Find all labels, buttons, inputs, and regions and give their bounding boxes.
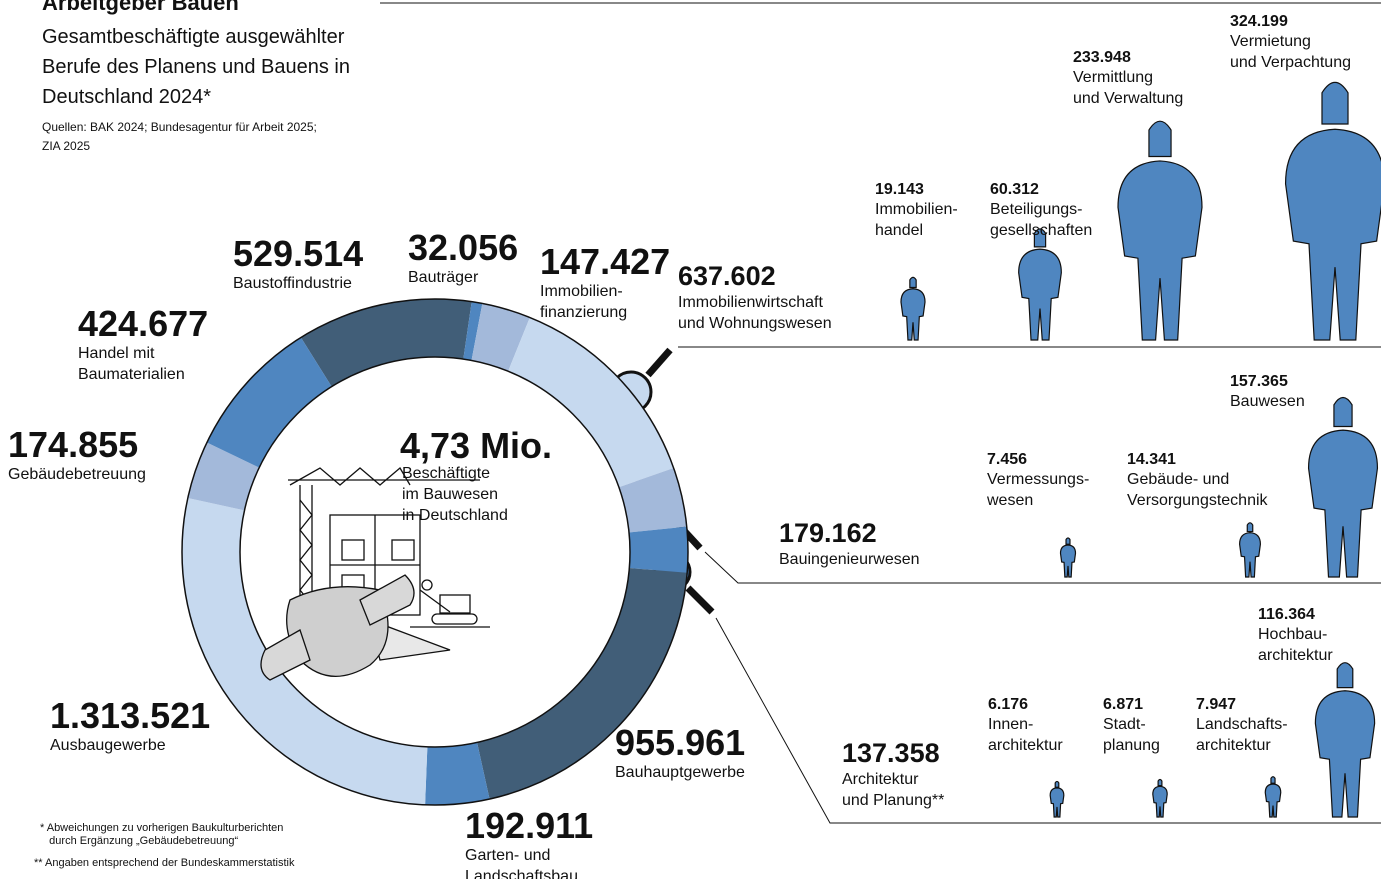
person-figure	[1307, 396, 1379, 578]
member-value: 6.176	[988, 696, 1029, 713]
person-figure	[1314, 662, 1376, 818]
person-figure	[1018, 228, 1062, 341]
member-name: Beteiligungs- gesellschaften	[990, 201, 1093, 239]
segment-name: Bauingenieurwesen	[779, 551, 920, 568]
donut-segment	[425, 742, 490, 805]
total: 4,73 Mio.	[400, 425, 553, 466]
ring-outline	[181, 298, 689, 806]
member-name: Gebäude- und Versorgungstechnik	[1127, 471, 1268, 509]
segment-name: Immobilienwirtschaft und Wohnungswesen	[678, 294, 832, 332]
member-value: 116.364	[1258, 606, 1315, 623]
member-value: 6.871	[1103, 696, 1144, 713]
donut-segment	[471, 303, 530, 372]
member-value: 157.365	[1230, 373, 1288, 390]
person-figure	[1284, 81, 1381, 341]
segment-value: 192.911	[465, 805, 594, 846]
member-value: 14.341	[1127, 451, 1176, 468]
segment-value: 179.162	[779, 518, 877, 548]
member-value: 7.947	[1196, 696, 1237, 713]
segment-value: 32.056	[408, 227, 519, 268]
member-value: 324.199	[1230, 13, 1288, 30]
donut-segment	[206, 337, 332, 468]
segment-value: 955.961	[615, 722, 746, 763]
donut-segment	[463, 301, 483, 361]
segment-name: Ausbaugewerbe	[50, 737, 166, 754]
donut-segment	[181, 498, 428, 805]
segment-name: Baustoffindustrie	[233, 275, 352, 292]
person-figure	[1152, 778, 1168, 818]
member-value: 60.312	[990, 181, 1039, 198]
magnifier-handle	[685, 585, 715, 615]
footnote: * Abweichungen zu vorherigen Baukulturbe…	[40, 822, 284, 848]
donut-segment	[508, 317, 674, 488]
segment-value: 424.677	[78, 303, 209, 344]
segment-name: Architektur und Planung**	[842, 771, 945, 809]
source: Quellen: BAK 2024; Bundesagentur für Arb…	[42, 120, 317, 154]
person-figure	[1117, 120, 1203, 341]
member-value: 233.948	[1073, 49, 1131, 66]
donut-segment	[477, 568, 688, 800]
baseline	[715, 617, 1381, 824]
donut-segment	[629, 526, 688, 573]
segment-value: 147.427	[540, 241, 671, 282]
segment-value: 137.358	[842, 738, 940, 768]
title: Arbeitgeber Bauen	[42, 0, 239, 15]
baseline	[704, 551, 1381, 584]
segment-name: Handel mit Baumaterialien	[78, 345, 185, 383]
segment-value: 1.313.521	[50, 695, 211, 736]
donut	[181, 298, 689, 806]
donut-segment	[187, 442, 260, 511]
segment-value: 529.514	[233, 233, 364, 274]
member-name: Vermietung und Verpachtung	[1230, 33, 1351, 71]
segment-value: 174.855	[8, 424, 139, 465]
segment-name: Bauhauptgewerbe	[615, 764, 745, 781]
member-name: Vermessungs- wesen	[987, 471, 1090, 509]
person-figure	[1264, 776, 1282, 818]
ring-outline	[239, 356, 631, 748]
member-name: Innen- architektur	[988, 716, 1063, 754]
person-figure	[1049, 780, 1065, 818]
member-name: Bauwesen	[1230, 393, 1305, 410]
donut-segment	[618, 467, 687, 533]
segment-value: 637.602	[678, 261, 776, 291]
segment-name: Bauträger	[408, 269, 479, 286]
member-value: 19.143	[875, 181, 924, 198]
illustration	[260, 467, 490, 681]
member-name: Hochbau- architektur	[1258, 626, 1333, 664]
member-name: Vermittlung und Verwaltung	[1073, 69, 1184, 107]
segment-name: Immobilien- finanzierung	[540, 283, 628, 321]
segment-name: Gebäudebetreuung	[8, 466, 146, 483]
member-name: Stadt- planung	[1103, 716, 1160, 754]
member-value: 7.456	[987, 451, 1028, 468]
total-caption: Beschäftigte im Bauwesen in Deutschland	[402, 465, 508, 524]
person-figure	[1238, 522, 1262, 578]
member-name: Landschafts- architektur	[1196, 716, 1288, 754]
member-name: Immobilien- handel	[875, 201, 958, 239]
donut-segment	[300, 298, 472, 387]
magnifier-handle	[645, 347, 673, 378]
segment-name: Garten- und Landschaftsbau	[465, 847, 578, 879]
footnote: ** Angaben entsprechend der Bundeskammer…	[34, 857, 295, 869]
person-figure	[900, 276, 926, 341]
subtitle: Gesamtbeschäftigte ausgewählter Berufe d…	[42, 26, 350, 108]
person-figure	[1059, 537, 1077, 578]
